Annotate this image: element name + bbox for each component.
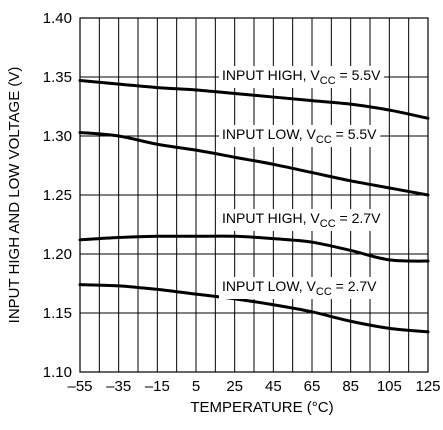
x-tick-labels: –55 –35 –15 5 25 45 65 85 105 125 xyxy=(67,378,440,395)
series-label-text: INPUT LOW, VCC = 2.7V xyxy=(222,278,377,298)
plot-frame xyxy=(79,17,429,373)
y-tick-label: 1.10 xyxy=(43,364,72,381)
series-line xyxy=(78,234,430,263)
x-tick-label: 45 xyxy=(265,378,282,395)
y-tick-label: 1.40 xyxy=(43,10,72,27)
series-label-text: INPUT LOW, VCC = 5.5V xyxy=(222,126,377,146)
x-tick-label: –15 xyxy=(145,378,170,395)
y-tick-label: 1.15 xyxy=(43,305,72,322)
y-tick-label: 1.20 xyxy=(43,246,72,263)
y-tick-label: 1.35 xyxy=(43,69,72,86)
x-tick-label: 65 xyxy=(304,378,321,395)
x-tick-label: 125 xyxy=(415,378,440,395)
series-label-text: INPUT HIGH, VCC = 2.7V xyxy=(222,210,381,230)
series-label: INPUT LOW, VCC = 5.5V xyxy=(219,125,381,147)
y-tick-labels: 1.10 1.15 1.20 1.25 1.30 1.35 1.40 xyxy=(43,10,72,381)
series-label-background xyxy=(219,277,381,299)
y-tick-label: 1.30 xyxy=(43,128,72,145)
series-line xyxy=(78,130,430,197)
y-tick-label: 1.25 xyxy=(43,187,72,204)
series-label-background xyxy=(219,125,381,147)
x-tick-label: 85 xyxy=(342,378,359,395)
x-tick-label: 25 xyxy=(226,378,243,395)
series-annotations: INPUT HIGH, VCC = 5.5V INPUT LOW, VCC = 5… xyxy=(219,66,385,299)
series-label-text: INPUT HIGH, VCC = 5.5V xyxy=(222,67,381,87)
series-label: INPUT HIGH, VCC = 2.7V xyxy=(219,209,385,231)
series-line xyxy=(78,283,430,334)
x-tick-label: –55 xyxy=(67,378,92,395)
data-series xyxy=(78,79,430,334)
x-tick-label: 5 xyxy=(192,378,200,395)
series-label: INPUT HIGH, VCC = 5.5V xyxy=(219,66,385,88)
y-axis-title: INPUT HIGH AND LOW VOLTAGE (V) xyxy=(6,67,23,324)
series-line xyxy=(78,79,430,120)
x-axis-title: TEMPERATURE (°C) xyxy=(190,399,333,416)
x-tick-label: –35 xyxy=(106,378,131,395)
series-label-background xyxy=(219,209,385,231)
x-tick-label: 105 xyxy=(377,378,402,395)
series-label-background xyxy=(219,66,385,88)
series-label: INPUT LOW, VCC = 2.7V xyxy=(219,277,381,299)
